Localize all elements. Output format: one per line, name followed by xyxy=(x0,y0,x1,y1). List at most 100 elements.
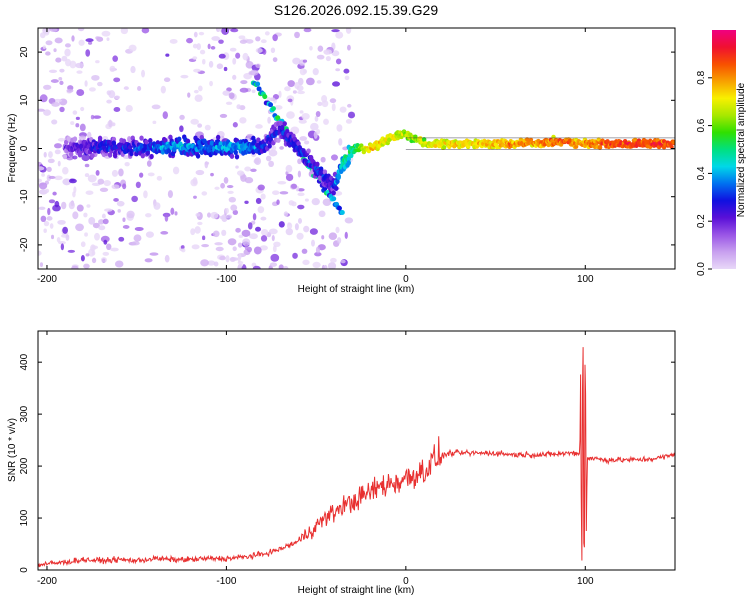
spectrogram-noise xyxy=(75,62,84,69)
spectrogram-noise xyxy=(236,104,241,110)
colorbar-label: Normalized spectral amplitude xyxy=(736,82,747,217)
spectrogram-noise xyxy=(223,177,229,184)
spectrogram-noise xyxy=(47,158,55,164)
spectrogram-noise xyxy=(333,191,343,196)
spectrogram-noise xyxy=(97,81,103,87)
spectrogram-noise xyxy=(174,211,178,216)
spectrogram-noise xyxy=(56,237,61,243)
spectrogram-noise xyxy=(329,98,337,104)
spectrogram-noise xyxy=(128,44,137,52)
spectrogram-noise xyxy=(210,46,216,50)
spectrogram-noise xyxy=(85,190,94,195)
spectrogram-noise xyxy=(91,257,97,264)
spectrogram-noise xyxy=(335,31,344,39)
spectrogram-noise xyxy=(116,200,125,207)
spectrogram-noise xyxy=(223,66,228,72)
spectrogram-noise xyxy=(260,235,268,242)
spectrogram-noise xyxy=(100,235,110,243)
spectrogram-noise xyxy=(193,31,198,38)
spectrogram-noise xyxy=(95,36,100,40)
spectrogram-noise xyxy=(288,200,295,206)
spectrogram-noise xyxy=(193,195,197,199)
spectrogram-cell xyxy=(335,178,340,185)
spectrogram-cell xyxy=(218,141,223,147)
spectrogram-noise xyxy=(331,103,336,112)
spectrogram-noise xyxy=(236,170,245,176)
spectrogram-noise xyxy=(268,160,275,168)
spectrogram-cell xyxy=(63,139,69,145)
spectrogram-x-axis-label: Height of straight line (km) xyxy=(298,284,415,295)
spectrogram-noise xyxy=(294,31,300,39)
spectrogram-noise xyxy=(118,236,125,242)
spectrogram-noise xyxy=(180,245,185,250)
spectrogram-noise xyxy=(57,160,61,167)
spectrogram-cell xyxy=(140,153,145,159)
spectrogram-noise xyxy=(244,166,252,172)
spectrogram-cell xyxy=(177,136,182,142)
spectrogram-noise xyxy=(335,58,342,65)
spectrogram-noise xyxy=(167,190,173,199)
spectrogram-cell xyxy=(199,134,205,141)
spectrogram-noise xyxy=(122,217,126,223)
spectrogram-noise xyxy=(131,241,140,246)
colorbar-gradient xyxy=(712,30,736,269)
spectrogram-noise xyxy=(322,198,332,207)
spectrogram-noise xyxy=(211,36,221,41)
y-tick-label: 10 xyxy=(19,94,30,106)
y-tick-label: -10 xyxy=(19,189,30,204)
spectrogram-noise xyxy=(71,265,79,269)
spectrogram-noise xyxy=(339,106,347,113)
spectrogram-noise xyxy=(109,65,116,73)
spectrogram-noise xyxy=(347,103,352,108)
spectrogram-cell xyxy=(349,152,354,159)
spectrogram-noise xyxy=(151,104,161,110)
spectrogram-noise xyxy=(294,81,300,90)
spectrogram-noise xyxy=(269,262,278,267)
x-tick-label: -100 xyxy=(216,576,236,587)
spectrogram-noise xyxy=(276,199,280,205)
colorbar-tick-label: 0.2 xyxy=(696,214,707,228)
x-tick-label: 0 xyxy=(403,576,409,587)
spectrogram-noise xyxy=(86,204,91,208)
spectrogram-cell xyxy=(144,139,149,145)
spectrogram-noise xyxy=(114,260,124,268)
spectrogram-noise xyxy=(260,216,267,221)
spectrogram-noise xyxy=(41,173,45,177)
spectrogram-noise xyxy=(98,225,106,231)
spectrogram-noise xyxy=(91,74,100,81)
spectrogram-noise xyxy=(144,258,153,263)
spectrogram-noise xyxy=(43,84,52,90)
spectrogram-noise xyxy=(247,222,253,230)
spectrogram-noise xyxy=(160,85,166,94)
spectrogram-cell xyxy=(107,152,113,158)
spectrogram-noise xyxy=(43,30,50,36)
spectrogram-noise xyxy=(101,213,106,219)
spectrogram-noise xyxy=(312,261,321,269)
spectrogram-noise xyxy=(84,173,90,178)
spectrogram-noise xyxy=(221,229,227,237)
spectrogram-noise xyxy=(222,90,231,96)
spectrogram-noise xyxy=(325,55,331,62)
spectrogram-noise xyxy=(80,106,85,112)
spectrogram-noise xyxy=(299,136,308,141)
spectrogram-noise xyxy=(297,158,302,165)
spectrogram-noise xyxy=(335,68,341,72)
spectrogram-noise xyxy=(117,209,121,213)
spectrogram-noise xyxy=(219,255,226,261)
spectrogram-noise xyxy=(272,245,277,253)
spectrogram-noise xyxy=(257,206,265,214)
spectrogram-noise xyxy=(45,51,51,56)
x-tick-label: 100 xyxy=(577,274,594,285)
spectrogram-noise xyxy=(218,39,224,44)
spectrogram-noise xyxy=(242,238,251,247)
spectrogram-noise xyxy=(68,201,75,210)
spectrogram-noise xyxy=(125,104,133,113)
spectrogram-noise xyxy=(193,68,201,73)
spectrogram-noise xyxy=(272,190,280,196)
spectrogram-noise xyxy=(72,155,78,160)
spectrogram-cell xyxy=(433,143,438,149)
spectrogram-noise xyxy=(227,238,237,246)
y-tick-label: -20 xyxy=(19,237,30,252)
spectrogram-noise xyxy=(199,49,206,55)
